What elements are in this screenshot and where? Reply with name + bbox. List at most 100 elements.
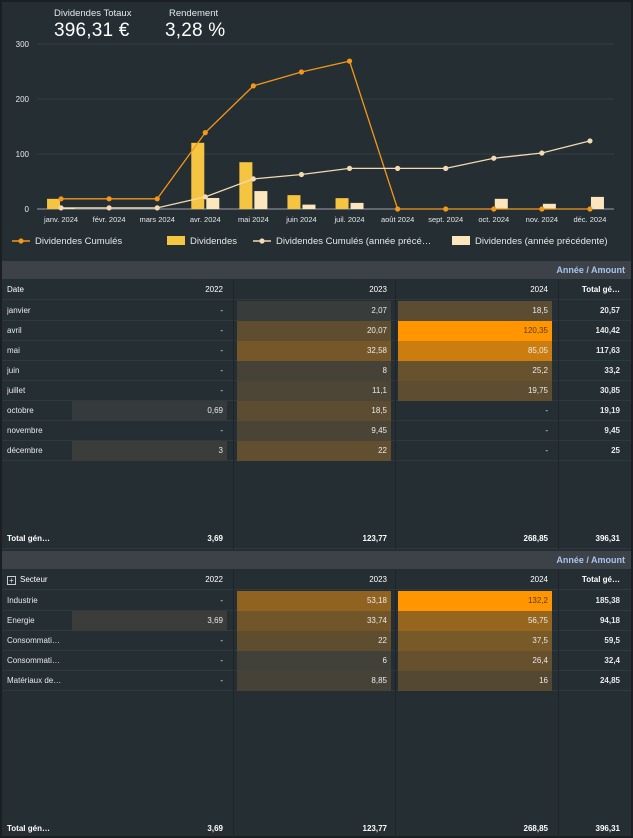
- grand-total-2024: 268,85: [523, 534, 548, 543]
- legend-item[interactable]: Dividendes: [167, 236, 237, 247]
- cell-2024: 120,35: [398, 321, 552, 341]
- cell-total: 140,42: [595, 326, 620, 335]
- line-point: [298, 171, 305, 178]
- x-tick-label: mai 2024: [238, 215, 269, 224]
- line-point: [395, 165, 401, 171]
- dividend-bar: [350, 202, 364, 209]
- expand-icon[interactable]: +: [7, 576, 16, 585]
- table-row[interactable]: Industrie - 53,18 132,2 185,38: [2, 591, 631, 611]
- row-label: Energie: [7, 616, 35, 625]
- dividend-bar: [287, 195, 301, 209]
- table-row[interactable]: Consommati… - 6 26,4 32,4: [2, 651, 631, 671]
- cell-2024: -: [545, 446, 548, 455]
- column-header-2023[interactable]: 2023: [369, 575, 387, 584]
- cell-2023: 6: [237, 651, 391, 671]
- x-tick-label: janv. 2024: [43, 215, 78, 224]
- dividend-bar: [542, 203, 556, 209]
- line-point: [202, 130, 208, 136]
- line-point: [443, 206, 449, 212]
- table-row[interactable]: juin - 8 25,2 33,2: [2, 361, 631, 381]
- column-header-row: Date 2022 2023 2024 Total gé…: [2, 280, 631, 300]
- legend-item[interactable]: Dividendes Cumulés (année précé…: [253, 236, 431, 247]
- line-point: [346, 58, 353, 64]
- dividend-bar: [47, 198, 61, 209]
- line-point: [346, 165, 353, 171]
- column-header-2022[interactable]: 2022: [205, 575, 223, 584]
- legend-item[interactable]: Dividendes (année précédente): [452, 236, 608, 247]
- column-header-2022[interactable]: 2022: [205, 285, 223, 294]
- pivot-header-title[interactable]: Année / Amount: [556, 265, 625, 275]
- line-point: [587, 138, 593, 144]
- dividend-bar: [590, 196, 604, 209]
- cell-2023: 33,74: [237, 611, 391, 631]
- cell-2024: 85,05: [398, 341, 552, 361]
- column-header-text[interactable]: Date: [7, 285, 24, 294]
- column-divider: [558, 570, 559, 838]
- row-label: novembre: [7, 426, 43, 435]
- table-row[interactable]: décembre 3 22 - 25: [2, 441, 631, 461]
- cell-total: 9,45: [604, 426, 620, 435]
- cell-2023: 18,5: [237, 401, 391, 421]
- kpi-total-label: Dividendes Totaux: [54, 8, 132, 19]
- grand-total-row: Total gén… 3,69 123,77 268,85 396,31: [2, 529, 631, 549]
- column-header-total[interactable]: Total gé…: [581, 285, 620, 294]
- cell-2022: -: [220, 676, 223, 685]
- line-point: [106, 196, 112, 202]
- legend-item[interactable]: Dividendes Cumulés: [12, 236, 122, 247]
- legend-bar-swatch: [167, 236, 185, 245]
- column-divider: [558, 280, 559, 549]
- column-header-2023[interactable]: 2023: [369, 285, 387, 294]
- cell-total: 33,2: [604, 366, 620, 375]
- line-point: [250, 83, 256, 89]
- table-row[interactable]: avril - 20,07 120,35 140,42: [2, 321, 631, 341]
- table-row[interactable]: Energie 3,69 33,74 56,75 94,18: [2, 611, 631, 631]
- column-header-2024[interactable]: 2024: [530, 285, 548, 294]
- table-row[interactable]: mai - 32,58 85,05 117,63: [2, 341, 631, 361]
- grand-total-total: 396,31: [595, 824, 620, 833]
- line-point: [58, 196, 64, 202]
- line-point: [154, 205, 160, 211]
- cell-2023: 8: [237, 361, 391, 381]
- table-row[interactable]: octobre 0,69 18,5 - 19,19: [2, 401, 631, 421]
- column-divider: [233, 570, 234, 838]
- cell-2023: 9,45: [237, 421, 391, 441]
- table-row[interactable]: janvier - 2,07 18,5 20,57: [2, 301, 631, 321]
- cumulative-line: [61, 140, 591, 209]
- y-tick-label: 100: [16, 150, 30, 159]
- row-label: mai: [7, 346, 20, 355]
- x-tick-label: oct. 2024: [478, 215, 509, 224]
- cell-2024: 25,2: [398, 361, 552, 381]
- cell-2023: 20,07: [237, 321, 391, 341]
- legend-marker: [18, 238, 24, 244]
- cell-2024: 132,2: [398, 591, 552, 611]
- line-point: [539, 206, 545, 212]
- cell-total: 117,63: [595, 346, 620, 355]
- cell-2023: 53,18: [237, 591, 391, 611]
- dividend-bar: [191, 142, 205, 209]
- column-header-2024[interactable]: 2024: [530, 575, 548, 584]
- table-row[interactable]: novembre - 9,45 - 9,45: [2, 421, 631, 441]
- table-row[interactable]: juillet - 11,1 19,75 30,85: [2, 381, 631, 401]
- dividend-bar: [335, 198, 349, 209]
- cell-total: 59,5: [604, 636, 620, 645]
- cell-total: 20,57: [599, 306, 620, 315]
- column-header-total[interactable]: Total gé…: [581, 575, 620, 584]
- column-header-row: + Secteur 2022 2023 2024 Total gé…: [2, 570, 631, 590]
- table-row[interactable]: Consommati… - 22 37,5 59,5: [2, 631, 631, 651]
- grand-total-label: Total gén…: [7, 824, 50, 833]
- dividend-bar: [239, 162, 253, 209]
- x-tick-label: nov. 2024: [526, 215, 558, 224]
- grand-total-2023: 123,77: [362, 534, 387, 543]
- column-header-label: Date: [7, 280, 77, 300]
- x-tick-label: août 2024: [381, 215, 414, 224]
- dividend-bar: [206, 197, 220, 209]
- dividends-chart[interactable]: 0 100 200 300 janv. 2024 févr. 2024 mars 2024 a…: [2, 2, 631, 260]
- table-row[interactable]: Matériaux de… - 8,85 16 24,85: [2, 671, 631, 691]
- grand-total-2024: 268,85: [523, 824, 548, 833]
- cell-2024: 16: [398, 671, 552, 691]
- dividend-bar: [302, 204, 316, 209]
- cell-2022: -: [220, 596, 223, 605]
- cell-2022: -: [220, 346, 223, 355]
- pivot-header-title[interactable]: Année / Amount: [556, 555, 625, 565]
- column-header-text[interactable]: Secteur: [20, 575, 48, 584]
